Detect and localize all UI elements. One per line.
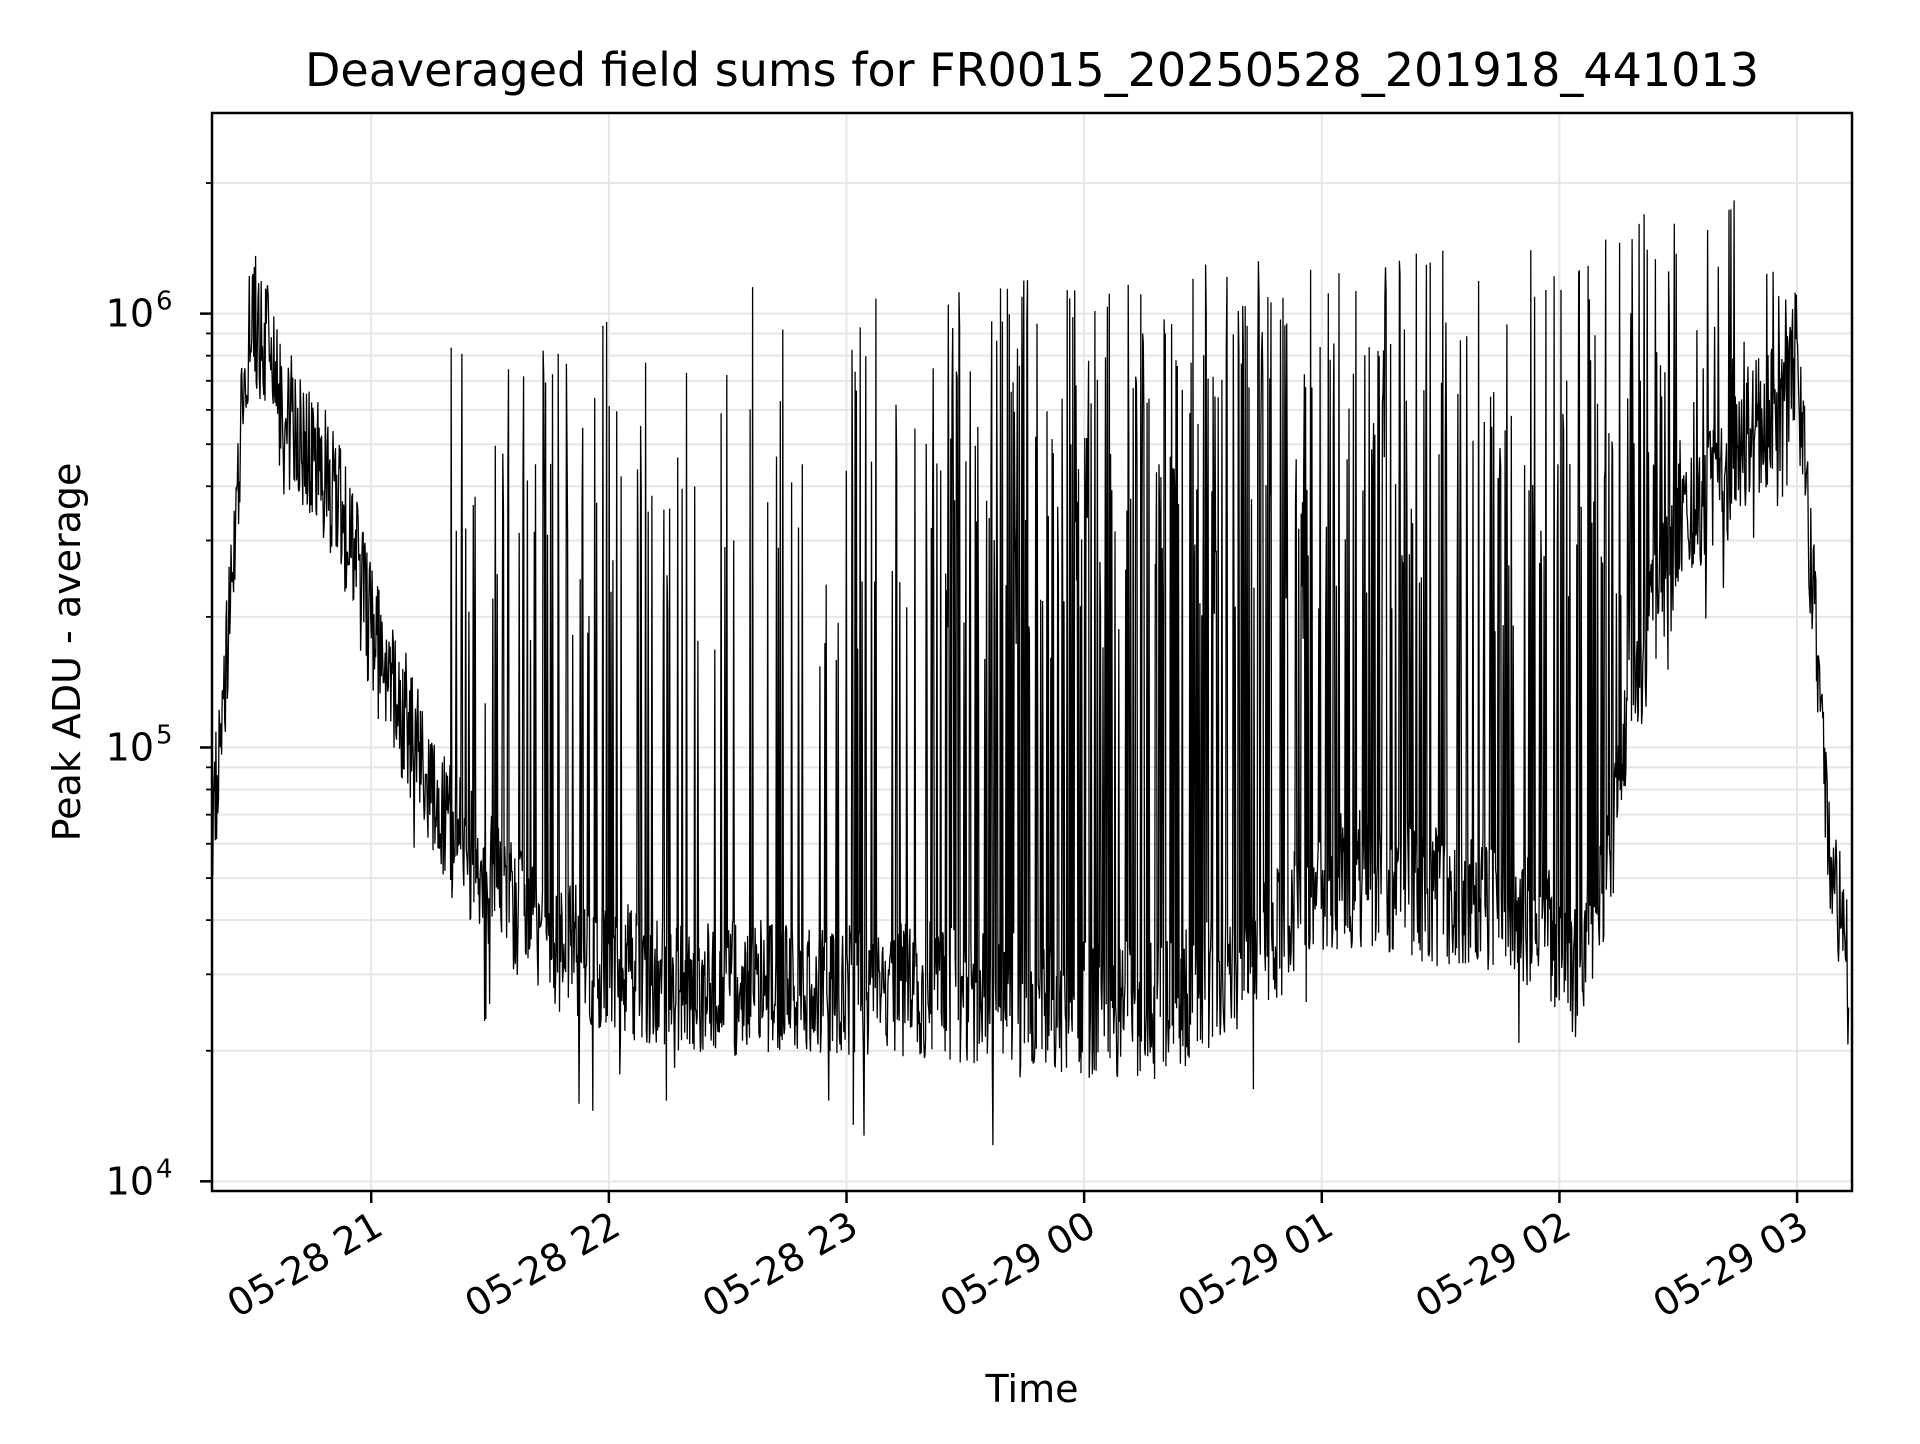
y-axis-label: Peak ADU - average (45, 463, 89, 842)
y-tick-exponent: 4 (156, 1154, 173, 1184)
x-axis-label: Time (985, 1367, 1079, 1411)
y-tick-label: 10 (106, 1159, 154, 1203)
series-line (212, 200, 1850, 1146)
y-tick-label: 10 (106, 292, 154, 336)
chart-title: Deaveraged field sums for FR0015_2025052… (305, 43, 1759, 97)
series-layer (212, 200, 1850, 1146)
axes-frame (210, 111, 1854, 1193)
y-tick-label: 10 (106, 725, 154, 769)
y-tick-exponent: 5 (156, 720, 173, 750)
y-tick-exponent: 6 (156, 287, 173, 317)
